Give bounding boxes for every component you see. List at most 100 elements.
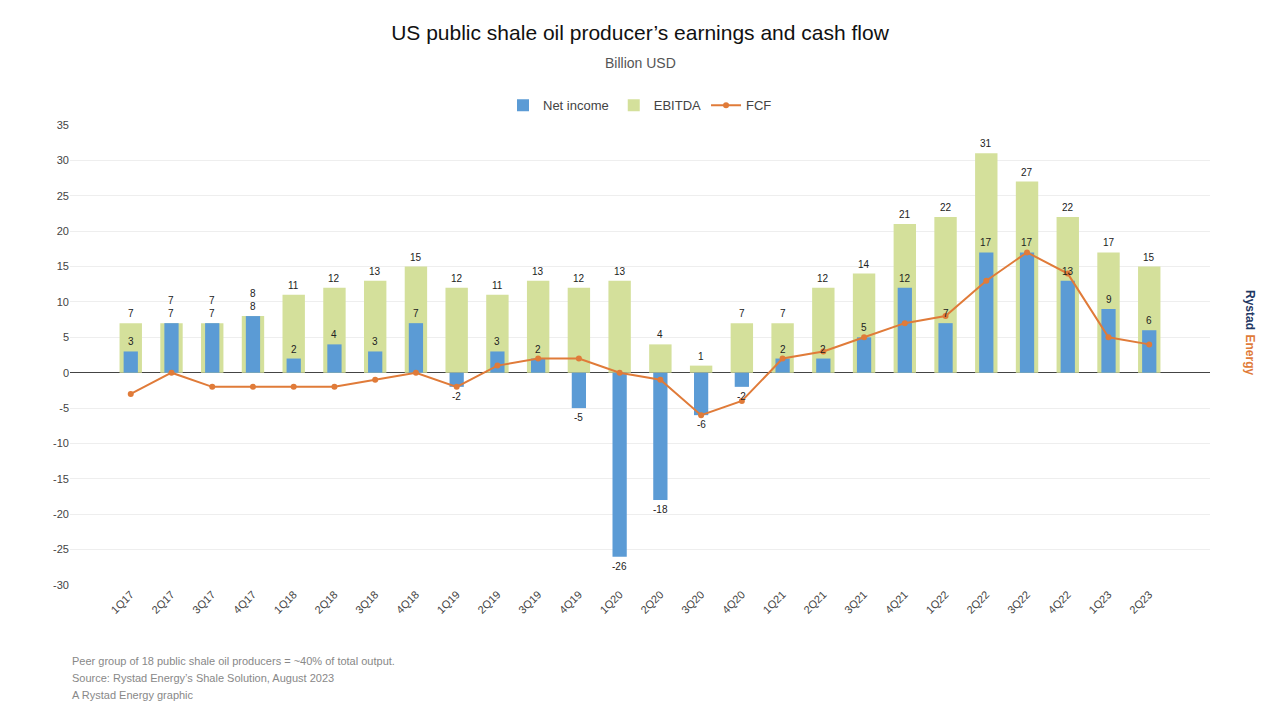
svg-text:10: 10 [57, 296, 69, 308]
svg-text:3: 3 [372, 336, 378, 347]
svg-text:Source: Rystad Energy’s Shale: Source: Rystad Energy’s Shale Solution, … [72, 672, 334, 684]
svg-text:13: 13 [532, 266, 544, 277]
svg-text:7: 7 [209, 308, 215, 319]
svg-text:7: 7 [943, 308, 949, 319]
svg-text:US public shale oil producer’s: US public shale oil producer’s earnings … [391, 21, 890, 44]
svg-text:21: 21 [899, 209, 911, 220]
svg-text:22: 22 [940, 202, 952, 213]
svg-text:4: 4 [331, 329, 337, 340]
svg-text:3Q18: 3Q18 [353, 588, 381, 616]
svg-text:7: 7 [780, 308, 786, 319]
svg-text:Peer group of 18 public shale: Peer group of 18 public shale oil produc… [72, 655, 395, 667]
svg-text:17: 17 [1021, 237, 1033, 248]
svg-text:17: 17 [980, 237, 992, 248]
svg-text:4Q19: 4Q19 [557, 588, 585, 616]
svg-text:35: 35 [57, 119, 69, 131]
svg-text:EBITDA: EBITDA [654, 98, 701, 113]
svg-text:2Q21: 2Q21 [801, 588, 829, 616]
svg-text:25: 25 [57, 190, 69, 202]
svg-text:2: 2 [820, 344, 826, 355]
svg-text:2: 2 [780, 344, 786, 355]
svg-text:27: 27 [1021, 167, 1033, 178]
svg-text:-2: -2 [452, 391, 461, 402]
svg-text:1Q19: 1Q19 [434, 588, 462, 616]
svg-text:-6: -6 [697, 419, 706, 430]
svg-text:-10: -10 [53, 437, 69, 449]
svg-text:1Q17: 1Q17 [109, 588, 137, 616]
svg-text:5: 5 [861, 322, 867, 333]
svg-text:2: 2 [535, 344, 541, 355]
svg-text:12: 12 [817, 273, 829, 284]
svg-text:8: 8 [250, 288, 256, 299]
svg-text:2Q17: 2Q17 [149, 588, 177, 616]
svg-text:3Q17: 3Q17 [190, 588, 218, 616]
svg-text:14: 14 [858, 259, 870, 270]
svg-text:15: 15 [1143, 252, 1155, 263]
svg-text:-25: -25 [53, 543, 69, 555]
svg-text:1Q20: 1Q20 [597, 588, 625, 616]
svg-text:13: 13 [614, 266, 626, 277]
svg-text:12: 12 [451, 273, 463, 284]
svg-text:13: 13 [369, 266, 381, 277]
svg-text:11: 11 [288, 280, 299, 291]
svg-text:2Q19: 2Q19 [475, 588, 503, 616]
svg-text:11: 11 [492, 280, 503, 291]
svg-text:8: 8 [250, 301, 256, 312]
svg-text:1: 1 [698, 351, 704, 362]
svg-text:2Q22: 2Q22 [964, 588, 992, 616]
svg-text:7: 7 [168, 308, 174, 319]
svg-text:15: 15 [410, 252, 422, 263]
svg-text:-18: -18 [653, 504, 668, 515]
svg-text:3Q20: 3Q20 [679, 588, 707, 616]
svg-text:4: 4 [657, 329, 663, 340]
svg-text:13: 13 [1062, 266, 1074, 277]
svg-text:4Q21: 4Q21 [883, 588, 911, 616]
svg-text:2Q20: 2Q20 [638, 588, 666, 616]
svg-text:3Q22: 3Q22 [1005, 588, 1033, 616]
svg-text:30: 30 [57, 154, 69, 166]
svg-text:12: 12 [899, 273, 911, 284]
svg-text:9: 9 [1106, 294, 1112, 305]
svg-text:4Q17: 4Q17 [231, 588, 259, 616]
svg-text:Net income: Net income [543, 98, 609, 113]
svg-text:4Q18: 4Q18 [394, 588, 422, 616]
svg-text:1Q18: 1Q18 [271, 588, 299, 616]
svg-text:-5: -5 [574, 412, 583, 423]
svg-text:20: 20 [57, 225, 69, 237]
svg-text:7: 7 [739, 308, 745, 319]
svg-text:2Q23: 2Q23 [1127, 588, 1155, 616]
svg-text:-20: -20 [53, 508, 69, 520]
svg-text:17: 17 [1103, 237, 1115, 248]
svg-text:3Q21: 3Q21 [842, 588, 870, 616]
svg-text:Energy: Energy [1243, 335, 1257, 376]
svg-text:Rystad: Rystad [1243, 290, 1257, 330]
svg-text:5: 5 [63, 331, 69, 343]
svg-text:4Q20: 4Q20 [720, 588, 748, 616]
svg-text:A Rystad Energy graphic: A Rystad Energy graphic [72, 689, 194, 701]
svg-text:-2: -2 [737, 391, 746, 402]
svg-text:-5: -5 [59, 402, 69, 414]
svg-text:6: 6 [1146, 315, 1152, 326]
svg-text:-26: -26 [612, 561, 627, 572]
svg-text:3: 3 [494, 336, 500, 347]
svg-text:7: 7 [168, 295, 174, 306]
svg-text:FCF: FCF [746, 98, 771, 113]
svg-text:1Q21: 1Q21 [760, 588, 788, 616]
svg-text:-15: -15 [53, 473, 69, 485]
svg-text:22: 22 [1062, 202, 1074, 213]
svg-text:4Q22: 4Q22 [1046, 588, 1074, 616]
svg-text:2: 2 [291, 344, 297, 355]
svg-text:0: 0 [63, 367, 69, 379]
svg-text:31: 31 [980, 138, 992, 149]
svg-text:3Q19: 3Q19 [516, 588, 544, 616]
svg-text:1Q23: 1Q23 [1086, 588, 1114, 616]
svg-text:12: 12 [328, 273, 340, 284]
svg-text:1Q22: 1Q22 [923, 588, 951, 616]
svg-text:3: 3 [128, 336, 134, 347]
svg-text:7: 7 [413, 308, 419, 319]
svg-text:-30: -30 [53, 579, 69, 591]
svg-text:2Q18: 2Q18 [312, 588, 340, 616]
svg-text:12: 12 [573, 273, 585, 284]
svg-text:7: 7 [128, 308, 134, 319]
svg-text:7: 7 [209, 295, 215, 306]
